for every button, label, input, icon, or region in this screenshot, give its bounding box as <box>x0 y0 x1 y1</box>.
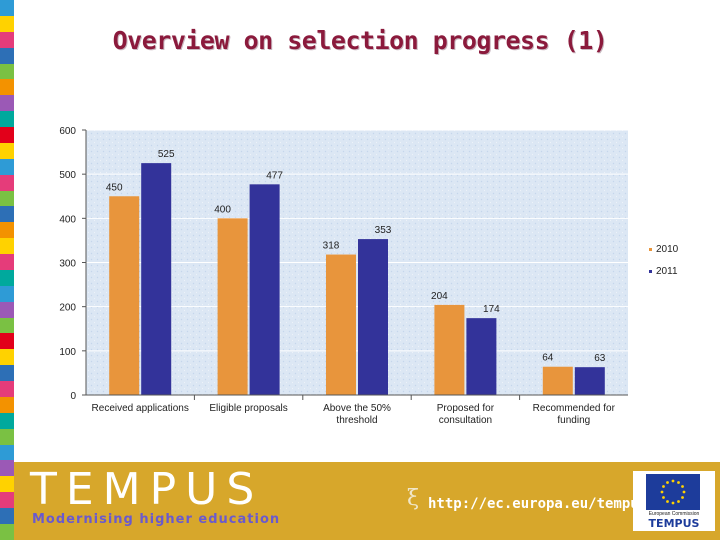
bars <box>109 163 605 395</box>
gridlines <box>86 129 628 352</box>
x-tick-label: Recommended for <box>533 403 616 414</box>
tempus-tagline: Modernising higher education <box>32 512 281 527</box>
y-tick-label: 200 <box>59 303 76 314</box>
bar-chart: 450 525 400 477 318 353 204 174 64 63 0 100 200 300 4… <box>59 126 679 426</box>
data-labels: 450 525 400 477 318 353 204 174 64 63 <box>106 149 606 364</box>
x-tick-label: Received applications <box>92 403 189 414</box>
legend-swatch-2010 <box>649 248 652 251</box>
legend-label-2010: 2010 <box>656 244 679 255</box>
data-label-2011: 353 <box>375 225 392 236</box>
decorative-color-stripe <box>0 0 14 540</box>
data-label-2010: 318 <box>323 241 340 252</box>
x-tick-label: consultation <box>439 415 492 426</box>
y-tick-label: 400 <box>59 214 76 225</box>
y-tick-label: 0 <box>70 391 76 402</box>
tempus-logo: TEMPUS <box>30 464 264 515</box>
bar-2011 <box>574 367 605 395</box>
data-label-2011: 525 <box>158 149 175 160</box>
bar-2011 <box>466 318 497 395</box>
x-tick-label: funding <box>557 415 590 426</box>
bar-2010 <box>542 366 573 395</box>
x-tick-label: Above the 50% <box>323 403 391 414</box>
bar-2010 <box>217 218 248 395</box>
data-label-2010: 450 <box>106 182 123 193</box>
bar-2011 <box>141 163 172 395</box>
eu-tempus-label: TEMPUS <box>648 517 700 530</box>
y-tick-label: 500 <box>59 170 76 181</box>
data-label-2010: 64 <box>542 353 554 364</box>
tempus-url-link[interactable]: http://ec.europa.eu/tempus <box>428 496 648 512</box>
swirl-icon: ξ <box>407 486 420 511</box>
bar-2011 <box>358 239 388 395</box>
legend-swatch-2011 <box>649 270 652 273</box>
x-tick-label: Eligible proposals <box>209 403 287 414</box>
data-label-2011: 174 <box>483 304 500 315</box>
legend-label-2011: 2011 <box>656 266 678 277</box>
footer-banner: TEMPUS Modernising higher education ξ ht… <box>14 462 720 540</box>
legend: 2010 2011 <box>649 244 679 277</box>
bar-2011 <box>249 184 280 395</box>
x-tick-label: threshold <box>336 415 377 426</box>
y-tick-label: 600 <box>59 126 76 137</box>
y-tick-label: 300 <box>59 259 76 270</box>
bar-2010 <box>109 196 140 395</box>
x-tick-label: Proposed for <box>437 403 495 414</box>
eu-flag-icon <box>646 474 700 510</box>
data-label-2011: 477 <box>266 170 283 181</box>
bar-2010 <box>326 254 356 395</box>
y-tick-label: 100 <box>59 347 76 358</box>
data-label-2010: 400 <box>214 204 231 215</box>
slide-title: Overview on selection progress (1) <box>112 26 608 55</box>
eu-caption: European Commission <box>648 511 700 517</box>
eu-logo: European Commission TEMPUS <box>633 471 715 531</box>
data-label-2011: 63 <box>594 353 606 364</box>
data-label-2010: 204 <box>431 291 448 302</box>
axes: 0 100 200 300 400 500 600 Received applications… <box>59 126 628 426</box>
bar-2010 <box>434 304 465 395</box>
